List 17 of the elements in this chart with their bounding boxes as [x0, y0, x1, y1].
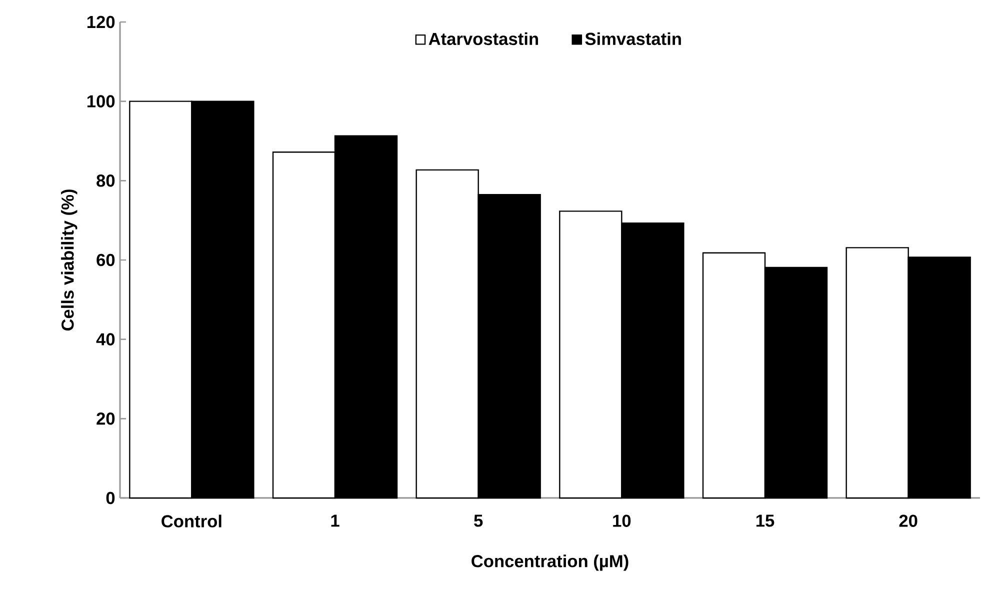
legend-label: Atarvostastin	[428, 32, 538, 46]
y-tick-label: 100	[87, 95, 115, 108]
x-tick-label: 10	[613, 514, 631, 527]
x-tick-label: Control	[162, 514, 222, 528]
x-tick-label: 20	[899, 514, 918, 527]
y-axis-title: Cells viability (%)	[61, 190, 78, 331]
y-tick-label: 20	[96, 412, 115, 425]
y-tick-label: 0	[106, 492, 115, 504]
y-tick-label: 40	[96, 333, 115, 346]
x-tick-label: 15	[756, 514, 774, 527]
y-tick-label: 60	[96, 254, 115, 266]
x-axis-title: Concentration (µM)	[472, 554, 628, 571]
x-tick-label: 1	[331, 514, 340, 527]
y-tick-label: 120	[87, 16, 115, 28]
x-tick-label: 5	[474, 514, 483, 527]
legend-label: Simvastatin	[585, 32, 681, 46]
y-tick-label: 80	[96, 174, 115, 187]
